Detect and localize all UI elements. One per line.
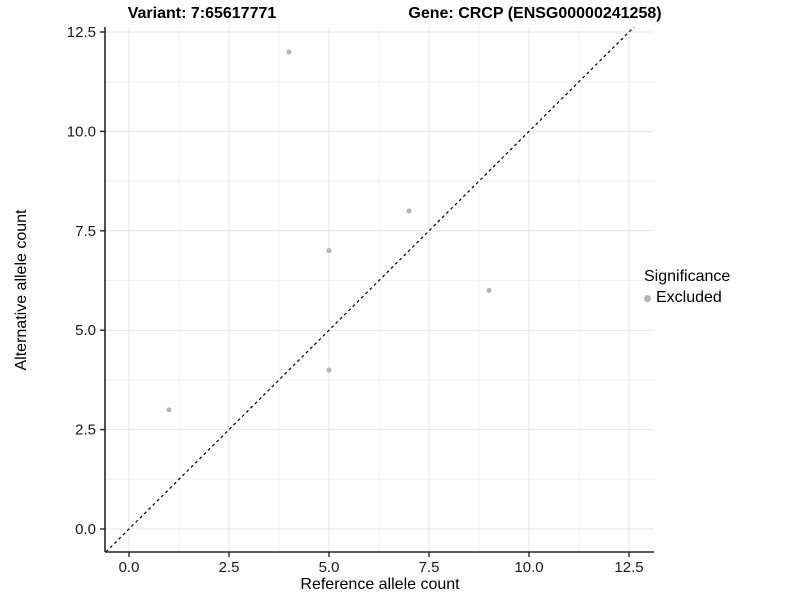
legend-title: Significance bbox=[644, 268, 731, 285]
data-point bbox=[406, 208, 412, 214]
data-point bbox=[326, 367, 332, 373]
y-tick-label: 0.0 bbox=[75, 521, 96, 538]
plot-title-variant: Variant: 7:65617771 bbox=[127, 5, 277, 22]
x-axis-title: Reference allele count bbox=[300, 576, 460, 593]
y-tick-label: 7.5 bbox=[75, 223, 96, 240]
x-tick-label: 5.0 bbox=[319, 559, 340, 576]
y-tick-label: 12.5 bbox=[67, 24, 96, 41]
y-tick-label: 2.5 bbox=[75, 422, 96, 439]
data-point bbox=[326, 248, 332, 254]
legend-item-excluded: Excluded bbox=[644, 289, 730, 307]
data-point bbox=[486, 287, 492, 293]
x-tick-label: 2.5 bbox=[219, 559, 240, 576]
legend: Significance Excluded bbox=[644, 268, 730, 307]
plot-title-gene: Gene: CRCP (ENSG00000241258) bbox=[408, 5, 662, 22]
data-point bbox=[286, 49, 292, 55]
identity-reference-line bbox=[105, 26, 635, 553]
legend-item-label: Excluded bbox=[656, 289, 722, 306]
y-tick-label: 5.0 bbox=[75, 322, 96, 339]
x-tick-label: 7.5 bbox=[419, 559, 440, 576]
x-tick-label: 12.5 bbox=[614, 559, 643, 576]
data-point bbox=[166, 407, 172, 413]
y-tick-label: 10.0 bbox=[67, 123, 96, 140]
legend-point-icon bbox=[644, 294, 651, 302]
x-tick-label: 10.0 bbox=[514, 559, 543, 576]
x-tick-label: 0.0 bbox=[119, 559, 140, 576]
y-axis-title: Alternative allele count bbox=[13, 209, 30, 371]
